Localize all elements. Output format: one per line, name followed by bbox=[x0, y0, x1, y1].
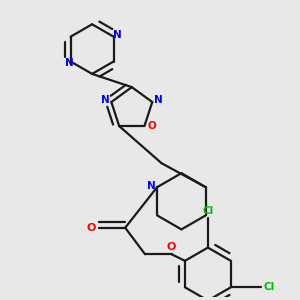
Text: Cl: Cl bbox=[263, 282, 275, 292]
Text: N: N bbox=[101, 95, 110, 105]
Text: N: N bbox=[112, 30, 121, 40]
Text: Cl: Cl bbox=[202, 206, 214, 215]
Text: O: O bbox=[147, 121, 156, 131]
Text: N: N bbox=[154, 95, 163, 105]
Text: N: N bbox=[147, 181, 155, 190]
Text: N: N bbox=[64, 58, 73, 68]
Text: O: O bbox=[87, 223, 96, 233]
Text: O: O bbox=[167, 242, 176, 252]
